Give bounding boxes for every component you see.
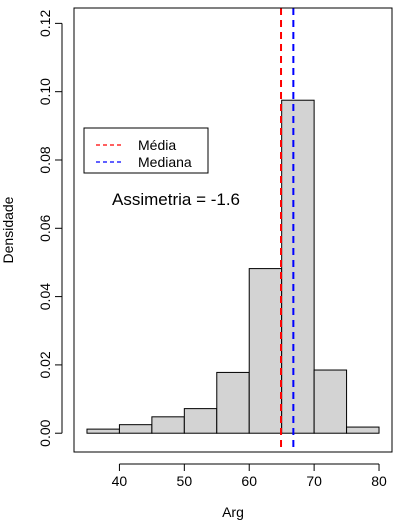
- histogram-bar: [281, 99, 315, 434]
- x-tick-label: 70: [306, 473, 322, 489]
- plot-frame: [73, 7, 393, 453]
- y-tick-label: 0.12: [37, 10, 53, 37]
- x-tick-label: 60: [241, 473, 257, 489]
- histogram-bar: [346, 426, 380, 434]
- x-axis: 40 50 60 70 80: [112, 463, 387, 489]
- skewness-annotation: Assimetria = -1.6: [112, 190, 240, 209]
- reference-lines: [280, 8, 295, 452]
- histogram-bars: [86, 99, 380, 434]
- histogram-bar: [86, 428, 120, 434]
- legend-label-media: Média: [138, 137, 176, 153]
- legend: Média Mediana: [83, 127, 209, 174]
- histogram-bar: [183, 408, 218, 434]
- y-tick-label: 0.02: [37, 351, 53, 378]
- y-tick-label: 0.08: [37, 146, 53, 173]
- histogram-bar: [313, 369, 348, 434]
- y-tick-label: 0.10: [37, 78, 53, 105]
- x-tick-label: 50: [177, 473, 193, 489]
- y-tick-label: 0.06: [37, 214, 53, 241]
- x-axis-title: Arg: [222, 504, 244, 520]
- x-tick-label: 80: [371, 473, 387, 489]
- x-tick-label: 40: [112, 473, 128, 489]
- legend-box: [83, 127, 209, 174]
- histogram-bar: [248, 268, 283, 434]
- y-axis: 0.00 0.02 0.04 0.06 0.08 0.10 0.12: [37, 10, 63, 447]
- y-axis-title: Densidade: [0, 196, 16, 263]
- histogram-bar: [118, 424, 153, 434]
- y-tick-label: 0.00: [37, 419, 53, 446]
- legend-label-mediana: Mediana: [138, 154, 192, 170]
- histogram-bar: [216, 371, 250, 434]
- histogram-bar: [151, 416, 185, 434]
- y-tick-label: 0.04: [37, 283, 53, 310]
